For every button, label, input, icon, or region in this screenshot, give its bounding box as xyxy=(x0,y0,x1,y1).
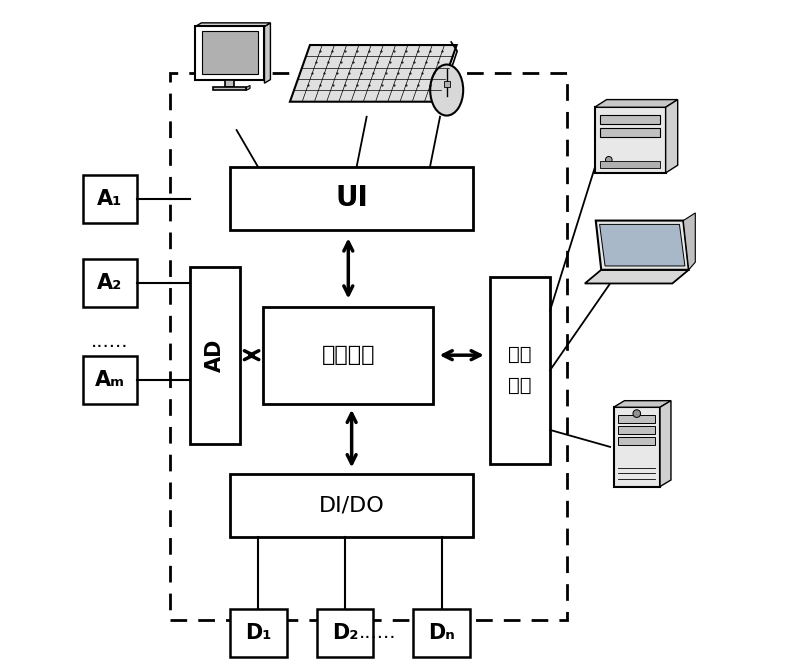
Bar xyxy=(618,415,655,423)
Text: 通讯
接口: 通讯 接口 xyxy=(508,346,532,395)
Bar xyxy=(83,356,137,404)
Text: AD: AD xyxy=(205,338,225,372)
Bar xyxy=(594,107,666,173)
Bar xyxy=(618,426,655,434)
Ellipse shape xyxy=(430,65,463,115)
Bar xyxy=(414,609,470,657)
Text: 专用芯片: 专用芯片 xyxy=(322,346,375,365)
Text: D₂: D₂ xyxy=(332,623,358,643)
Text: UI: UI xyxy=(335,185,368,212)
Bar xyxy=(230,609,286,657)
Polygon shape xyxy=(290,45,457,101)
Text: Aₘ: Aₘ xyxy=(95,370,125,390)
Text: D₁: D₁ xyxy=(245,623,271,643)
Bar xyxy=(263,307,434,404)
Bar xyxy=(195,27,265,80)
Polygon shape xyxy=(585,270,689,283)
Polygon shape xyxy=(596,221,689,270)
Polygon shape xyxy=(683,213,695,270)
Bar xyxy=(444,81,450,87)
Bar xyxy=(202,31,258,74)
Polygon shape xyxy=(265,23,270,83)
Bar xyxy=(600,161,660,167)
Bar xyxy=(490,277,550,464)
Bar xyxy=(190,267,240,444)
Text: DI/DO: DI/DO xyxy=(318,496,385,515)
Polygon shape xyxy=(599,224,685,266)
Text: ......: ...... xyxy=(91,332,129,351)
Bar xyxy=(170,73,566,620)
Circle shape xyxy=(633,410,641,418)
Bar xyxy=(614,408,660,486)
Polygon shape xyxy=(660,401,671,486)
Polygon shape xyxy=(594,99,678,107)
Circle shape xyxy=(606,157,612,163)
Bar xyxy=(83,259,137,307)
Bar xyxy=(317,609,374,657)
Bar xyxy=(600,128,660,137)
Text: Dₙ: Dₙ xyxy=(428,623,455,643)
Polygon shape xyxy=(246,85,250,90)
Bar xyxy=(230,474,474,537)
Text: ......: ...... xyxy=(359,624,397,642)
Bar xyxy=(600,115,660,123)
Polygon shape xyxy=(614,401,671,408)
Polygon shape xyxy=(666,99,678,173)
Text: A₁: A₁ xyxy=(98,189,122,209)
Bar xyxy=(214,87,246,90)
Bar xyxy=(226,80,234,87)
Polygon shape xyxy=(195,23,270,27)
Text: A₂: A₂ xyxy=(98,273,122,293)
Bar xyxy=(618,438,655,446)
Bar xyxy=(230,167,474,230)
Bar xyxy=(83,175,137,223)
